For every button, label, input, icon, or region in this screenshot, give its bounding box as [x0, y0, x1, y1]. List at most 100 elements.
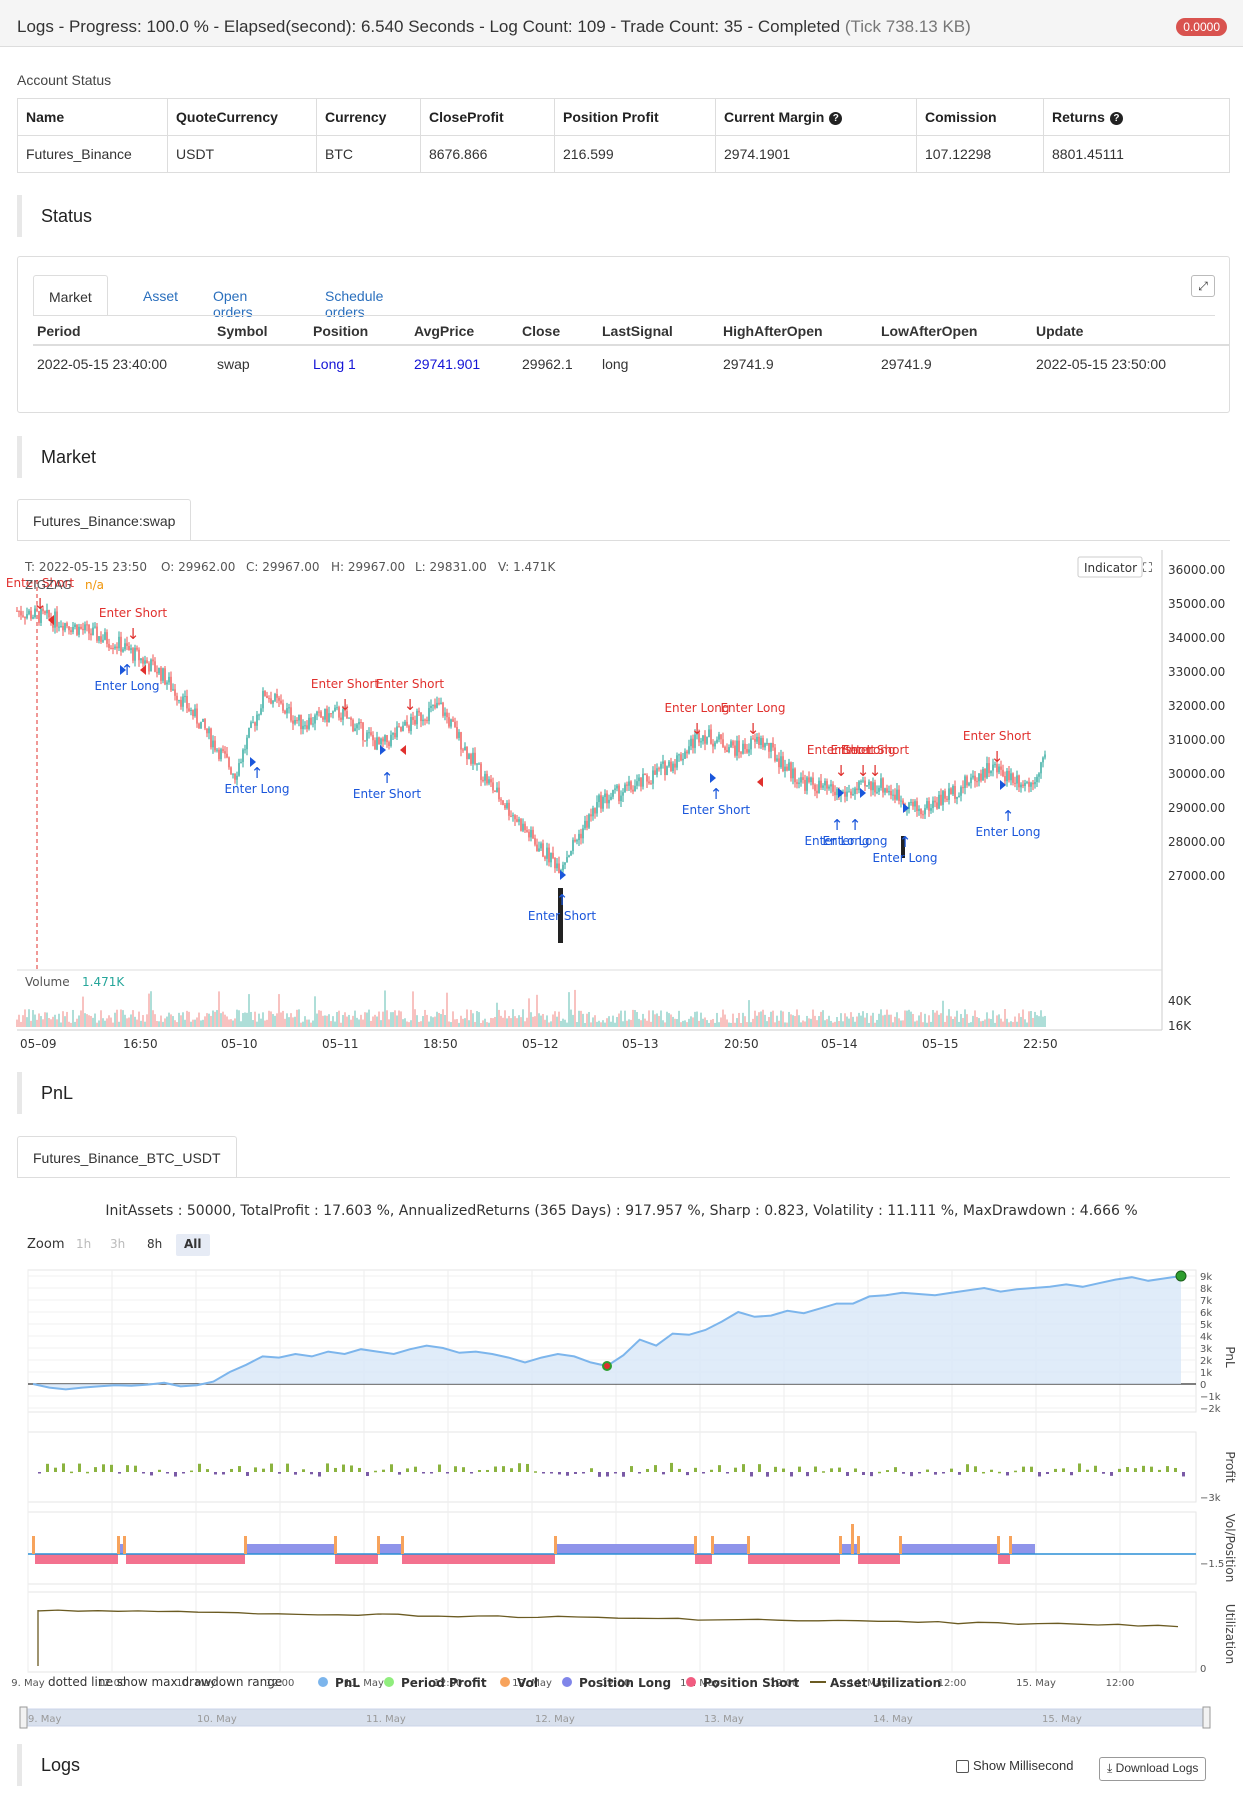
col-returns: Returns? [1043, 98, 1230, 136]
volume-bar [1018, 1013, 1020, 1027]
candle [800, 777, 802, 783]
candle [290, 707, 292, 721]
candle [368, 732, 370, 734]
cell-returns: 8801.45111 [1043, 135, 1230, 173]
navigator-selection[interactable] [22, 1709, 1208, 1726]
volume-bar [248, 994, 250, 1027]
tab-futures-btc-usdt[interactable]: Futures_Binance_BTC_USDT [17, 1136, 237, 1178]
candle [422, 719, 424, 722]
candle [42, 608, 44, 612]
price-tick: 31000.00 [1168, 733, 1225, 747]
volume-bar [1026, 1022, 1028, 1027]
volume-bar [846, 1016, 848, 1027]
candle [566, 857, 568, 863]
profit-bar [406, 1468, 409, 1472]
volume-bar [944, 1021, 946, 1027]
col-comission: Comission [916, 98, 1044, 136]
volume-bar [400, 1011, 402, 1027]
candle [512, 815, 514, 817]
candle [970, 777, 972, 784]
volume-bar [82, 996, 84, 1027]
col-position: Position [309, 317, 410, 346]
navigator-handle-right[interactable] [1202, 1706, 1211, 1729]
pnl-tick: 8k [1200, 1284, 1212, 1295]
volume-bar [994, 1022, 996, 1027]
candlestick-chart[interactable]: 36000.00 35000.00 34000.00 33000.00 32000.00… [0, 550, 1243, 1060]
legend-item[interactable]: PnL [335, 1676, 360, 1690]
volume-bar [238, 1010, 240, 1027]
candle [664, 761, 666, 776]
tab-asset[interactable]: Asset [143, 288, 179, 304]
volume-bar [946, 1015, 948, 1027]
candle [980, 773, 982, 781]
volume-bar [734, 1022, 736, 1027]
volume-bar [542, 1013, 544, 1027]
candle [414, 720, 416, 725]
volume-bar [80, 1010, 82, 1027]
volume-bar [794, 1015, 796, 1027]
volume-bar [362, 1019, 364, 1027]
volume-bar [698, 1020, 700, 1027]
volume-bar [290, 1013, 292, 1027]
navigator-handle-left[interactable] [19, 1706, 28, 1729]
legend-item[interactable]: Period Profit [401, 1676, 487, 1690]
help-icon[interactable]: ? [1109, 111, 1123, 125]
navigator-tick: 14. May [873, 1714, 913, 1725]
volume-bar [570, 1009, 572, 1027]
candle [938, 794, 940, 809]
legend-item[interactable]: Position Short [703, 1676, 799, 1690]
sell-marker-icon [400, 745, 406, 755]
profit-bar [750, 1472, 753, 1477]
profit-bar [966, 1464, 969, 1472]
indicator-button[interactable] [1077, 556, 1143, 578]
zoom-all-button[interactable]: All [176, 1234, 210, 1256]
zoom-3h-button[interactable]: 3h [110, 1237, 126, 1251]
volume-bar [966, 1014, 968, 1027]
pnl-tick: 9k [1200, 1272, 1212, 1283]
candle [564, 862, 566, 865]
volume-bar [526, 1017, 528, 1027]
show-millisecond-checkbox[interactable] [956, 1760, 969, 1773]
volume-bar [864, 1017, 866, 1027]
help-icon[interactable]: ? [829, 111, 843, 125]
candle [696, 732, 698, 735]
cell-close: 29962.1 [522, 355, 573, 372]
enter-short-label: Enter Short [6, 576, 75, 590]
candle [318, 711, 320, 713]
volume-bar [716, 1012, 718, 1027]
candle [282, 703, 284, 711]
profit-bar [310, 1472, 313, 1475]
profit-bar [822, 1471, 825, 1473]
volume-bar [298, 1009, 300, 1027]
legend-item[interactable]: Asset Utilization [830, 1676, 941, 1690]
volume-bar [668, 1013, 670, 1027]
pnl-chart[interactable]: 9k8k7k6k5k4k3k2k1k0−1k−2k−3k−1.50PnLProf… [0, 1262, 1243, 1732]
candle [898, 789, 900, 801]
volume-bar [178, 1012, 180, 1027]
volume-bar [692, 1017, 694, 1027]
candle [1028, 781, 1030, 787]
candle [1006, 770, 1008, 782]
tab-open-orders[interactable]: Open orders [213, 288, 253, 320]
candle [40, 608, 42, 623]
zoom-8h-button[interactable]: 8h [147, 1237, 163, 1251]
candle [314, 715, 316, 724]
legend-item[interactable]: Position Long [579, 1676, 671, 1690]
volume-bar [514, 1016, 516, 1027]
zigzag-label: ZIGZAG [25, 578, 72, 592]
download-logs-button[interactable]: ⤓ Download Logs [1099, 1757, 1207, 1781]
volume-bar [376, 1016, 378, 1027]
legend-item[interactable]: Vol [517, 1676, 538, 1690]
fullscreen-icon[interactable]: ⛶ [1142, 561, 1153, 576]
candle [880, 778, 882, 788]
profit-bar [854, 1468, 857, 1472]
zoom-1h-button[interactable]: 1h [76, 1237, 92, 1251]
tab-schedule-orders[interactable]: Schedule orders [325, 288, 384, 320]
volume-bar [234, 1018, 236, 1027]
tab-futures-swap[interactable]: Futures_Binance:swap [17, 499, 192, 541]
expand-icon[interactable]: ⤢ [1191, 275, 1215, 297]
candle [780, 756, 782, 768]
candle [796, 782, 798, 784]
volume-bar [912, 1013, 914, 1027]
tab-market[interactable]: Market [33, 275, 108, 316]
